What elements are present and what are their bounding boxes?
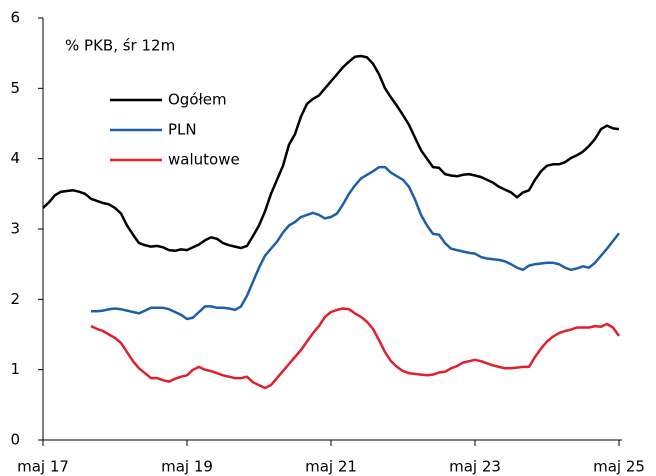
series-line	[90, 307, 621, 390]
y-tick-label: 2	[10, 290, 20, 308]
x-tick-label: maj 17	[17, 458, 69, 476]
series-line	[42, 54, 620, 253]
legend-label: PLN	[168, 121, 197, 139]
series-line	[91, 165, 620, 321]
legend-label: walutowe	[168, 151, 240, 169]
y-tick-label: 1	[10, 360, 20, 378]
y-tick-label: 5	[10, 79, 20, 97]
annotation: % PKB, śr 12m	[65, 37, 175, 55]
x-tick-label: maj 23	[449, 458, 501, 476]
y-tick-label: 0	[10, 431, 20, 449]
y-tick-label: 3	[10, 220, 20, 238]
x-tick-label: maj 19	[161, 458, 213, 476]
x-tick-label: maj 21	[305, 458, 357, 476]
y-tick-label: 6	[10, 9, 20, 27]
legend-label: Ogółem	[168, 91, 227, 109]
y-tick-label: 4	[10, 149, 20, 167]
x-tick-label: maj 25	[593, 458, 645, 476]
